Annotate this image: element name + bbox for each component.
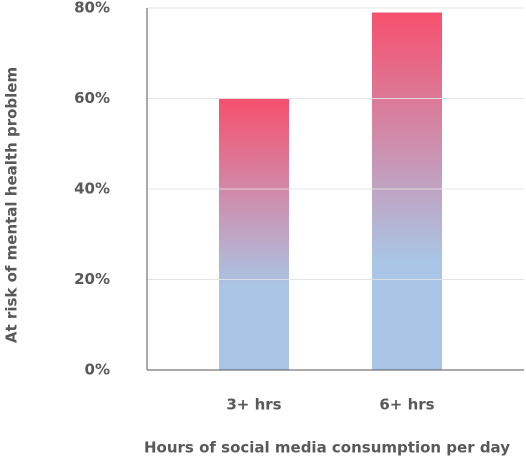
bar	[372, 12, 442, 371]
y-tick-label: 40%	[74, 180, 110, 198]
y-tick-label: 0%	[85, 361, 110, 379]
x-axis-label: Hours of social media consumption per da…	[144, 439, 510, 457]
y-tick-label: 20%	[74, 270, 110, 288]
bar	[219, 98, 289, 370]
x-tick-label: 3+ hrs	[226, 396, 281, 414]
y-tick-label: 80%	[74, 0, 110, 17]
y-tick-label: 60%	[74, 89, 110, 107]
y-axis-label: At risk of mental health problem	[3, 67, 21, 343]
x-tick-label: 6+ hrs	[379, 396, 434, 414]
